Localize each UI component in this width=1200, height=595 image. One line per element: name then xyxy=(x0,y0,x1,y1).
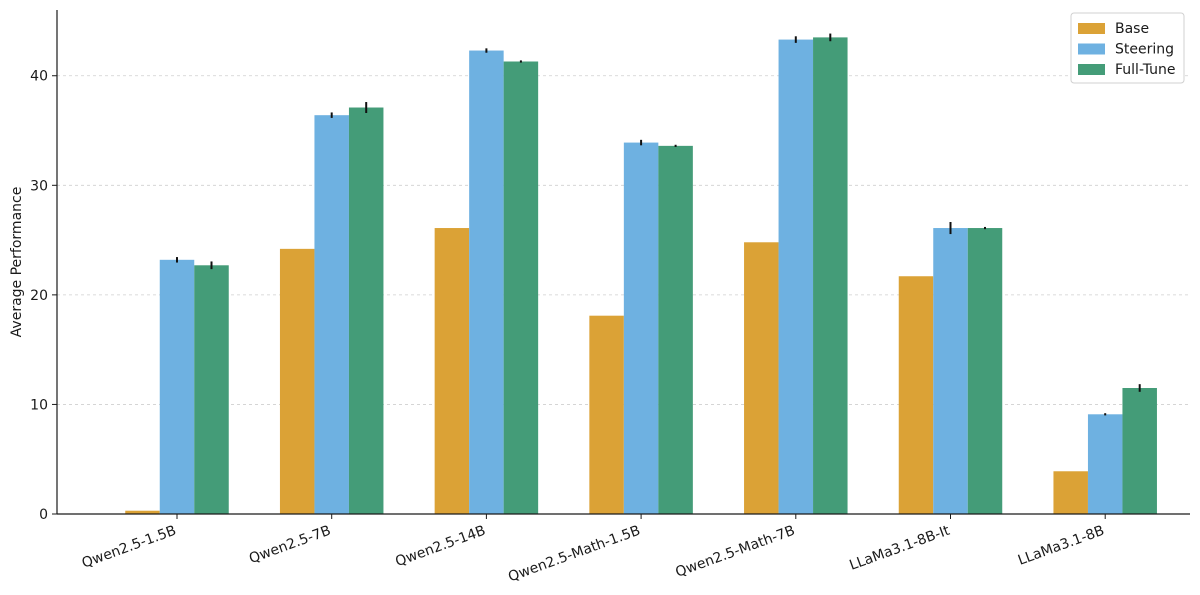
legend-label-base: Base xyxy=(1115,21,1149,37)
x-tick-label: Qwen2.5-Math-7B xyxy=(673,523,797,581)
bar-full-tune-1 xyxy=(348,107,384,514)
bar-full-tune-6 xyxy=(1122,388,1157,514)
bar-full-tune-0 xyxy=(194,265,229,514)
bar-full-tune-2 xyxy=(503,61,539,514)
error-bars xyxy=(176,33,1141,416)
y-axis-label: Average Performance xyxy=(9,187,25,338)
bar-base-3 xyxy=(589,315,624,514)
bar-steering-1 xyxy=(314,115,349,514)
legend-swatch-steering xyxy=(1078,43,1105,55)
bars xyxy=(125,37,1157,515)
x-tick-label: Qwen2.5-7B xyxy=(247,523,333,567)
legend-swatch-full-tune xyxy=(1078,64,1105,75)
bar-steering-0 xyxy=(159,259,195,514)
x-tick-label: Qwen2.5-Math-1.5B xyxy=(506,523,642,586)
bar-full-tune-4 xyxy=(813,37,848,515)
bar-steering-5 xyxy=(933,228,968,514)
y-tick-label: 40 xyxy=(30,69,48,85)
bar-steering-3 xyxy=(623,142,659,514)
bar-base-5 xyxy=(898,276,934,514)
bar-steering-4 xyxy=(778,39,814,514)
bar-full-tune-5 xyxy=(967,228,1003,514)
legend-swatch-base xyxy=(1078,23,1105,34)
y-tick-label: 0 xyxy=(39,507,48,523)
bar-steering-6 xyxy=(1087,414,1123,514)
y-tick-label: 10 xyxy=(30,397,48,413)
x-tick-label: LLaMa3.1-8B-It xyxy=(847,523,952,574)
bar-full-tune-3 xyxy=(658,145,693,514)
bar-base-1 xyxy=(279,248,315,514)
x-tick-label: Qwen2.5-14B xyxy=(393,523,487,570)
legend-label-steering: Steering xyxy=(1115,42,1174,58)
y-tick-label: 30 xyxy=(30,178,48,194)
legend: Base Steering Full-Tune xyxy=(1070,12,1185,84)
bar-base-4 xyxy=(744,242,779,514)
y-tick-label: 20 xyxy=(30,288,48,304)
bar-base-0 xyxy=(125,510,160,514)
x-tick-label: Qwen2.5-1.5B xyxy=(80,523,179,572)
legend-label-full-tune: Full-Tune xyxy=(1115,62,1176,78)
axes xyxy=(52,10,1190,519)
bar-base-2 xyxy=(434,228,470,514)
x-tick-label: LLaMa3.1-8B xyxy=(1016,523,1107,569)
bar-base-6 xyxy=(1053,471,1088,514)
bar-steering-2 xyxy=(469,50,504,515)
